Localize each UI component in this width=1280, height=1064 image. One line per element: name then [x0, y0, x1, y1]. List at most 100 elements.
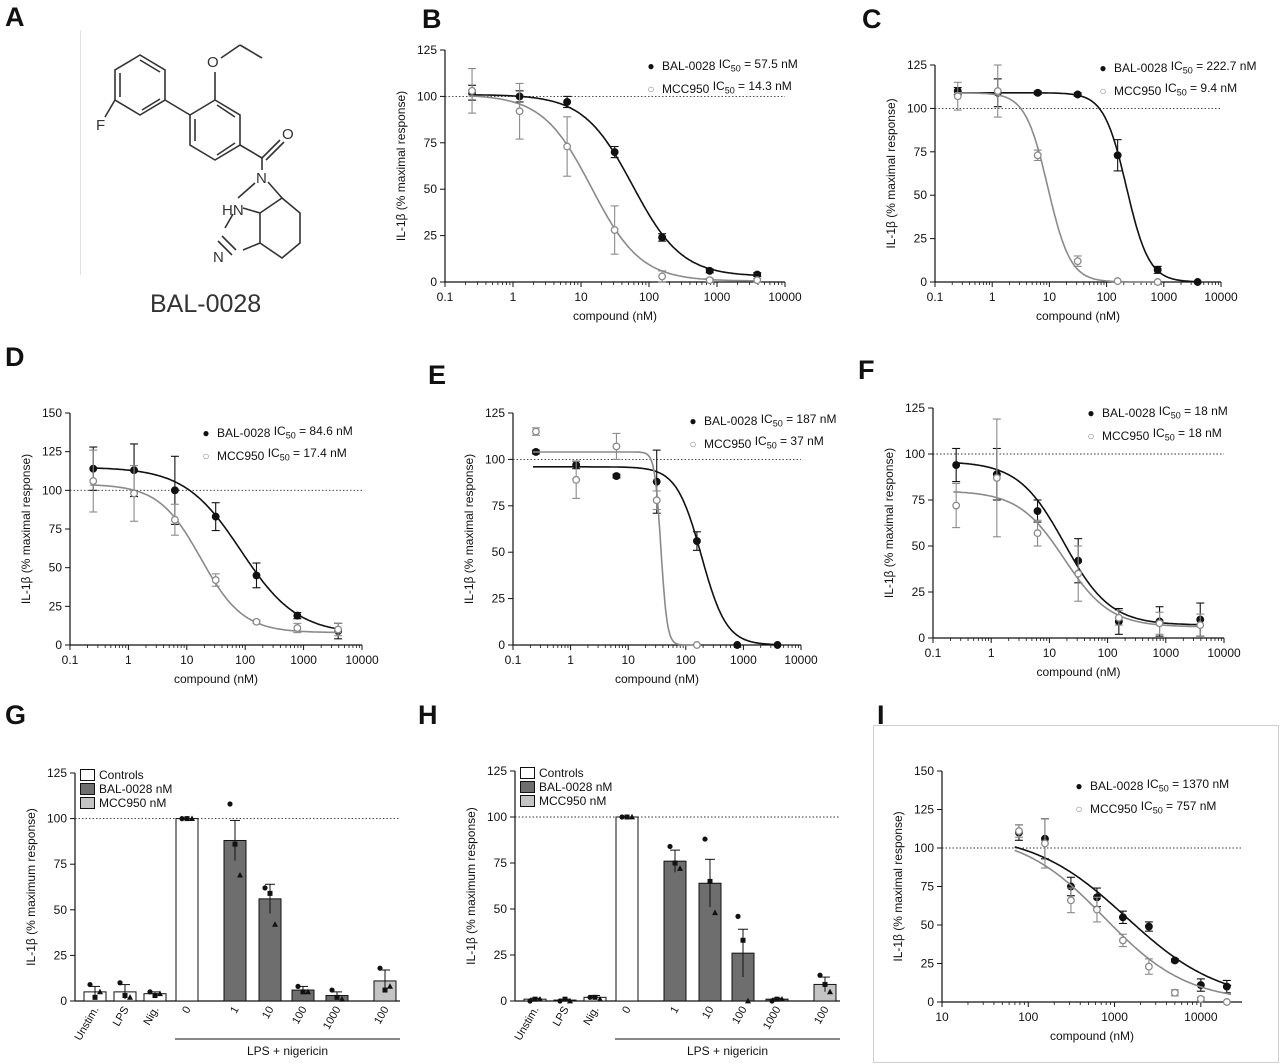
panel-letter: A: [5, 2, 25, 32]
x-tick-label: 10: [574, 290, 588, 304]
y-tick-label: 50: [424, 182, 438, 196]
fluorophenyl-ring: [114, 54, 166, 116]
y-tick-label: 0: [430, 275, 437, 289]
legend-entry: Controls: [520, 766, 612, 780]
legend-label: Controls: [539, 766, 584, 780]
legend-ic50-value: = 1370 nM: [1168, 777, 1230, 791]
panel-letter: F: [858, 355, 875, 385]
data-point: [563, 142, 572, 151]
panel-letter: B: [422, 4, 442, 34]
legend-marker: ○: [1075, 801, 1083, 816]
legend-ic50: IC50 = 18 nM: [1155, 404, 1228, 421]
panel-letter: D: [5, 342, 25, 372]
legend-marker: ○: [202, 448, 210, 463]
legend-series-name: BAL-0028: [1090, 779, 1144, 794]
legend-label: MCC950 nM: [99, 796, 167, 810]
legend-entry: BAL-0028 nM: [80, 782, 172, 796]
legend-marker: ●: [647, 59, 655, 74]
panel-letter: H: [418, 700, 438, 730]
legend-series-name: BAL-0028: [704, 414, 758, 429]
legend-ic50-value: = 14.3 nM: [734, 79, 792, 94]
legend-entry: MCC950 nM: [520, 794, 612, 808]
chemical-structure: O F O N HN N: [96, 44, 301, 266]
y-tick-label: 100: [417, 89, 437, 103]
legend-marker: ○: [689, 436, 697, 451]
legend-swatch: [520, 795, 535, 807]
legend-entry: ○ MCC950 IC50 = 757 nM: [1068, 797, 1229, 819]
legend-label: MCC950 nM: [539, 794, 607, 808]
legend-swatch: [520, 781, 535, 793]
legend-ic50-value: = 84.6 nM: [295, 424, 353, 438]
legend-ic50: IC50 = 18 nM: [1149, 426, 1222, 443]
legend-swatch: [80, 769, 95, 781]
atom-label: HN: [222, 202, 244, 219]
legend-entry: ● BAL-0028 IC50 = 222.7 nM: [1092, 57, 1256, 79]
legend-series-name: MCC950: [704, 436, 752, 451]
chart-legend: Controls BAL-0028 nM MCC950 nM: [520, 766, 612, 808]
legend-series-name: MCC950: [662, 81, 710, 96]
legend-entry: ● BAL-0028 IC50 = 187 nM: [682, 410, 836, 432]
legend-ic50: IC50 = 9.4 nM: [1161, 81, 1238, 98]
chart-legend: ● BAL-0028 IC50 = 222.7 nM ○ MCC950 IC50 = …: [1092, 57, 1256, 102]
legend-label: BAL-0028 nM: [99, 782, 173, 796]
data-point: [515, 107, 524, 116]
y-tick-label: 25: [424, 229, 438, 243]
legend-series-name: MCC950: [1114, 83, 1162, 98]
atom-label: F: [96, 117, 105, 134]
chart-legend: ● BAL-0028 IC50 = 1370 nM ○ MCC950 IC50 = 7…: [1068, 775, 1229, 820]
data-point: [658, 233, 667, 242]
legend-entry: ○ MCC950 IC50 = 14.3 nM: [640, 77, 798, 99]
legend-marker: ●: [1099, 61, 1107, 76]
legend-marker: ●: [1087, 406, 1095, 421]
panel-letter: C: [862, 4, 882, 34]
legend-swatch: [520, 767, 535, 779]
chart-legend: ● BAL-0028 IC50 = 84.6 nM ○ MCC950 IC50 = 1…: [195, 422, 353, 467]
legend-marker: ○: [1087, 428, 1095, 443]
legend-series-name: BAL-0028: [1102, 406, 1156, 421]
legend-ic50: IC50 = 757 nM: [1137, 799, 1217, 816]
chart-legend: Controls BAL-0028 nM MCC950 nM: [80, 768, 172, 810]
panel-a: A O F O N HN N: [0, 0, 301, 330]
legend-ic50-value: = 757 nM: [1162, 799, 1217, 814]
legend-entry: BAL-0028 nM: [520, 780, 612, 794]
atom-label: O: [207, 54, 219, 71]
legend-series-name: MCC950: [1090, 801, 1138, 816]
data-point: [563, 98, 572, 106]
data-point: [610, 226, 619, 234]
x-tick-label: 10000: [768, 290, 802, 304]
legend-ic50: IC50 = 14.3 nM: [709, 79, 792, 96]
legend-series-name: BAL-0028: [217, 426, 271, 441]
legend-ic50-value: = 187 nM: [782, 412, 837, 426]
legend-ic50-value: = 9.4 nM: [1186, 81, 1238, 96]
legend-entry: ● BAL-0028 IC50 = 18 nM: [1080, 402, 1228, 424]
legend-ic50-value: = 57.5 nM: [740, 57, 798, 71]
panel-i-frame: [873, 725, 1279, 1063]
data-point: [658, 272, 667, 281]
legend-marker: ●: [1075, 779, 1083, 794]
legend-ic50: IC50 = 1370 nM: [1143, 777, 1230, 794]
fit-curve: [468, 95, 761, 282]
legend-marker: ●: [689, 414, 697, 429]
legend-ic50: IC50 = 37 nM: [751, 434, 824, 451]
chart-legend: ● BAL-0028 IC50 = 57.5 nM ○ MCC950 IC50 = 1…: [640, 55, 798, 100]
data-point: [610, 148, 619, 157]
atom-label: N: [256, 170, 267, 187]
legend-marker: ○: [647, 81, 655, 96]
legend-marker: ○: [1099, 83, 1107, 98]
legend-entry: ○ MCC950 IC50 = 17.4 nM: [195, 444, 353, 466]
legend-entry: ● BAL-0028 IC50 = 1370 nM: [1068, 775, 1229, 797]
compound-name: BAL-0028: [150, 290, 262, 318]
panel-letter: G: [5, 700, 27, 730]
legend-entry: ○ MCC950 IC50 = 18 nM: [1080, 424, 1228, 446]
data-point: [515, 92, 524, 101]
legend-ic50-value: = 222.7 nM: [1192, 59, 1257, 73]
legend-entry: MCC950 nM: [80, 796, 172, 810]
divider: [80, 30, 81, 275]
fit-curve: [468, 94, 761, 277]
atom-label: N: [213, 249, 224, 266]
legend-ic50-value: = 18 nM: [1174, 426, 1222, 441]
chart-legend: ● BAL-0028 IC50 = 187 nM ○ MCC950 IC50 = 37…: [682, 410, 836, 455]
data-point: [705, 266, 714, 275]
